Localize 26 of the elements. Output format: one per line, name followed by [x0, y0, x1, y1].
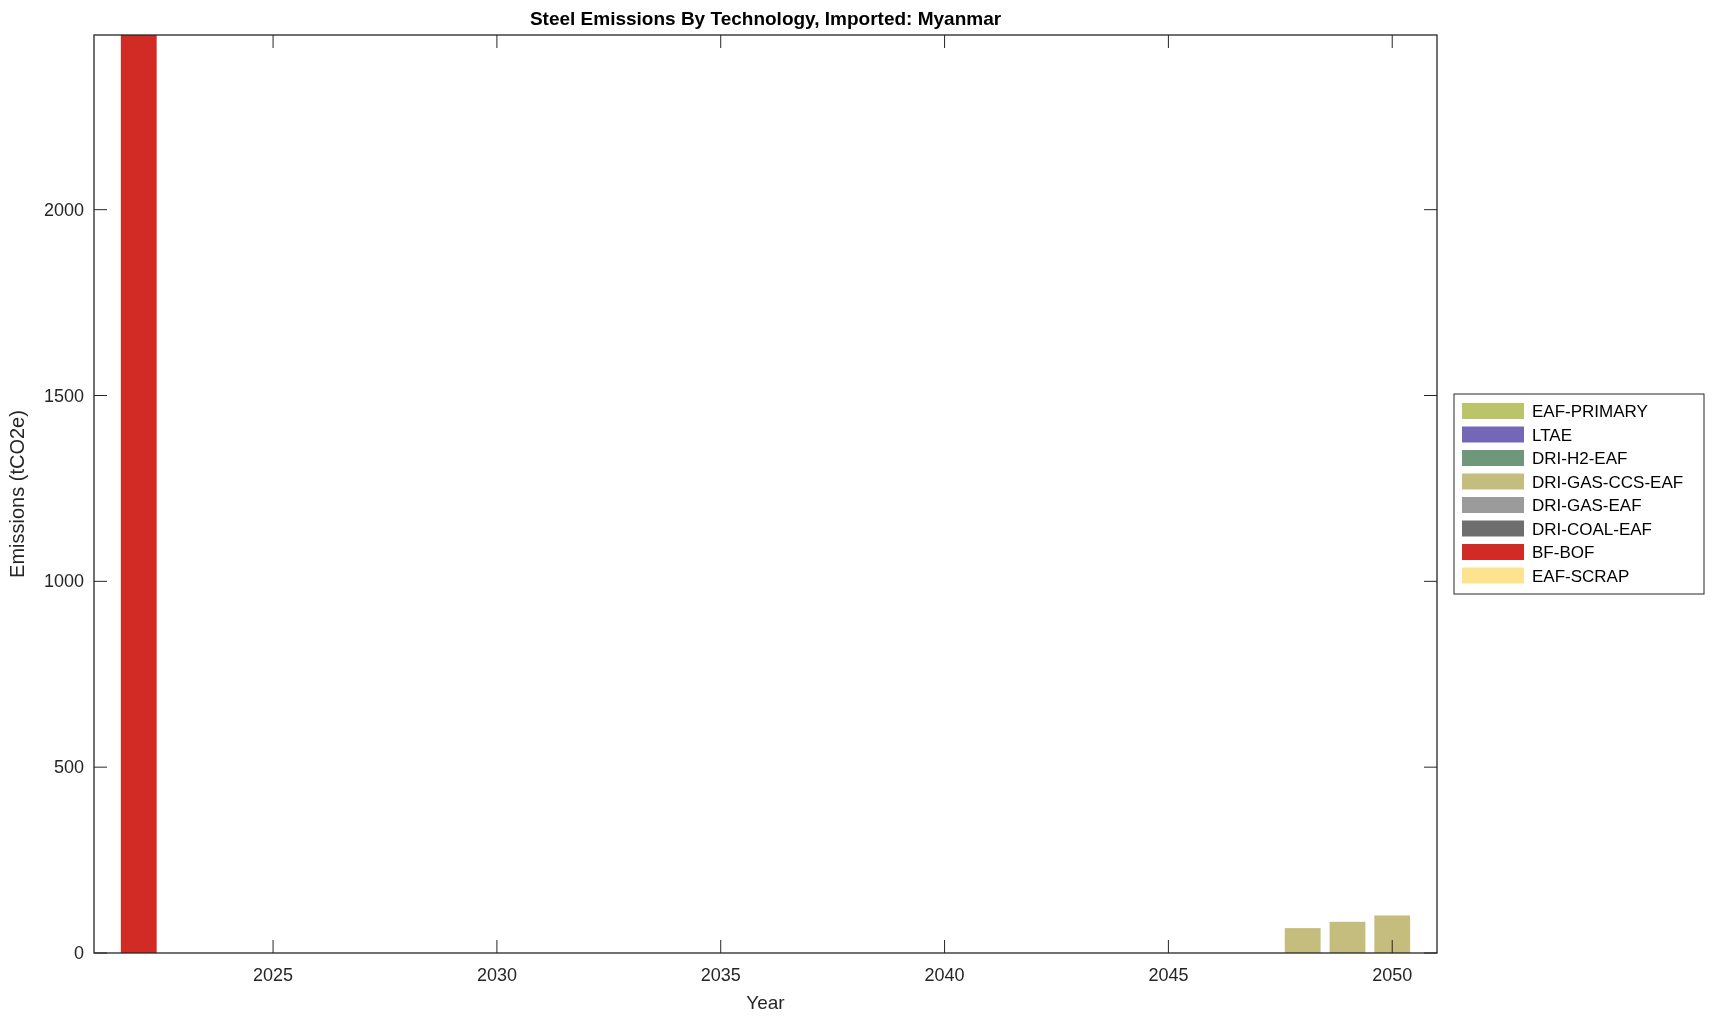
- y-tick-label: 0: [73, 943, 84, 963]
- bar: [1329, 921, 1366, 953]
- x-tick-label: 2025: [253, 965, 294, 985]
- y-tick-label: 1500: [43, 385, 84, 406]
- bar: [1374, 915, 1411, 953]
- chart-title: Steel Emissions By Technology, Imported: Myanmar: [529, 8, 1002, 29]
- x-tick-label: 2030: [476, 965, 517, 985]
- x-tick-label: 2045: [1148, 965, 1189, 985]
- bar: [1284, 928, 1321, 953]
- legend-label: DRI-COAL-EAF: [1532, 519, 1652, 539]
- y-axis-title: Emissions (tCO2e): [6, 410, 28, 578]
- legend-label: DRI-GAS-CCS-EAF: [1532, 472, 1684, 492]
- legend-label: DRI-H2-EAF: [1532, 449, 1628, 468]
- legend-label: LTAE: [1532, 425, 1572, 445]
- x-tick-label: 2050: [1372, 965, 1413, 985]
- bar: [120, 35, 157, 953]
- x-tick-label: 2040: [924, 965, 965, 985]
- y-tick-label: 1000: [43, 571, 84, 592]
- x-axis-title: Year: [746, 992, 786, 1013]
- legend-label: EAF-SCRAP: [1532, 566, 1630, 586]
- y-tick-label: 500: [53, 757, 84, 778]
- legend-label: BF-BOF: [1532, 543, 1595, 562]
- legend-label: EAF-PRIMARY: [1532, 402, 1648, 421]
- legend-label: DRI-GAS-EAF: [1532, 496, 1642, 515]
- y-tick-label: 2000: [43, 199, 84, 220]
- x-tick-label: 2035: [700, 965, 741, 985]
